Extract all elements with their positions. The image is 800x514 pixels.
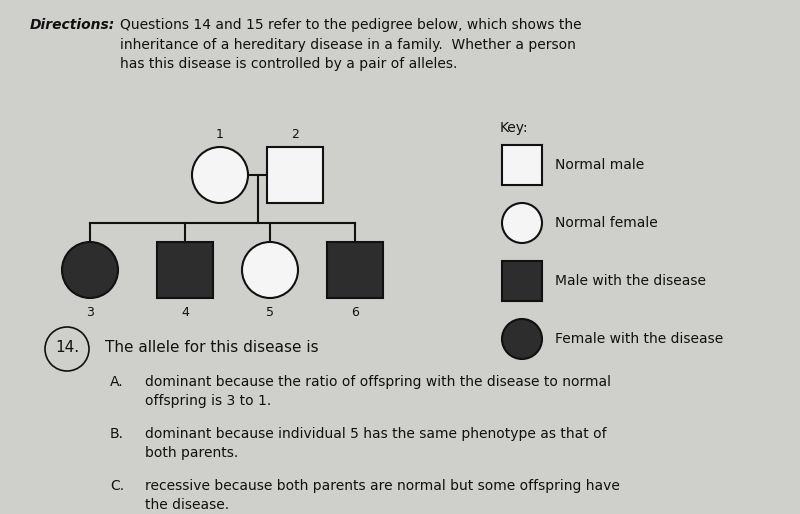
- Text: 2: 2: [291, 128, 299, 141]
- Text: B.: B.: [110, 427, 124, 441]
- Text: Female with the disease: Female with the disease: [555, 332, 723, 346]
- Text: 3: 3: [86, 306, 94, 319]
- Text: Normal male: Normal male: [555, 158, 644, 172]
- Text: 5: 5: [266, 306, 274, 319]
- Text: Directions:: Directions:: [30, 18, 115, 32]
- Text: Normal female: Normal female: [555, 216, 658, 230]
- Circle shape: [192, 147, 248, 203]
- Text: 6: 6: [351, 306, 359, 319]
- Text: 4: 4: [181, 306, 189, 319]
- Text: Male with the disease: Male with the disease: [555, 274, 706, 288]
- Text: Questions 14 and 15 refer to the pedigree below, which shows the
inheritance of : Questions 14 and 15 refer to the pedigre…: [120, 18, 582, 71]
- FancyBboxPatch shape: [267, 147, 323, 203]
- Circle shape: [502, 203, 542, 243]
- Text: C.: C.: [110, 479, 124, 493]
- Circle shape: [242, 242, 298, 298]
- Text: 14.: 14.: [55, 340, 79, 355]
- FancyBboxPatch shape: [502, 261, 542, 301]
- FancyBboxPatch shape: [157, 242, 213, 298]
- FancyBboxPatch shape: [327, 242, 383, 298]
- Text: Key:: Key:: [500, 121, 529, 135]
- Text: The allele for this disease is: The allele for this disease is: [105, 340, 318, 355]
- Text: dominant because individual 5 has the same phenotype as that of
both parents.: dominant because individual 5 has the sa…: [145, 427, 606, 460]
- Text: recessive because both parents are normal but some offspring have
the disease.: recessive because both parents are norma…: [145, 479, 620, 512]
- FancyBboxPatch shape: [502, 145, 542, 185]
- Circle shape: [502, 319, 542, 359]
- Circle shape: [62, 242, 118, 298]
- Text: 1: 1: [216, 128, 224, 141]
- Text: dominant because the ratio of offspring with the disease to normal
offspring is : dominant because the ratio of offspring …: [145, 375, 611, 408]
- Text: A.: A.: [110, 375, 124, 389]
